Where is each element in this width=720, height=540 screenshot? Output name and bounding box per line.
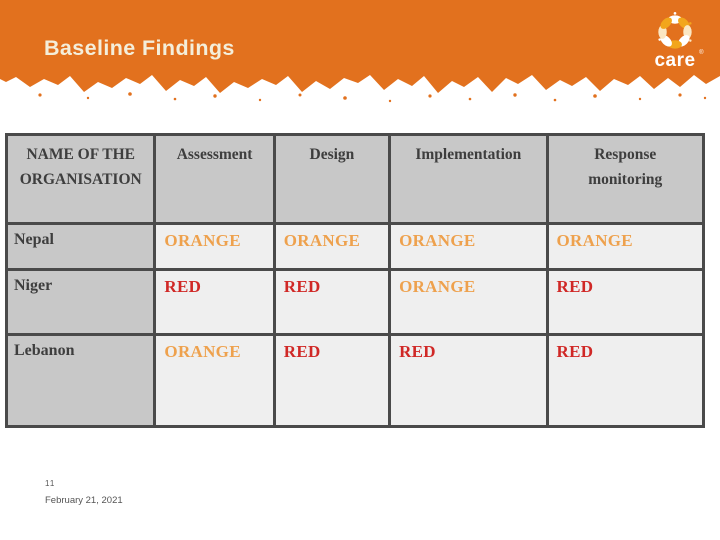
col-header-response-monitoring: Response monitoring <box>545 133 706 225</box>
findings-table: NAME OF THE ORGANISATION Assessment Desi… <box>4 133 706 428</box>
cell-lebanon-implementation: RED <box>388 333 549 428</box>
table-row-nepal: Nepal ORANGE ORANGE ORANGE ORANGE <box>4 222 706 271</box>
cell-niger-assessment: RED <box>153 268 276 336</box>
cell-lebanon-design: RED <box>272 333 392 428</box>
care-hands-ring-icon <box>658 11 692 49</box>
banner-speckles <box>38 92 707 103</box>
registered-mark: ® <box>699 50 704 56</box>
slide-date: February 21, 2021 <box>45 495 123 506</box>
col-header-assessment: Assessment <box>153 133 276 225</box>
cell-niger-implementation: ORANGE <box>388 268 549 336</box>
cell-nepal-assessment: ORANGE <box>153 222 276 271</box>
cell-lebanon-response-monitoring: RED <box>545 333 706 428</box>
cell-niger-design: RED <box>272 268 392 336</box>
col-header-implementation: Implementation <box>388 133 549 225</box>
table-row-niger: Niger RED RED ORANGE RED <box>4 268 706 336</box>
table-row-lebanon: Lebanon ORANGE RED RED RED <box>4 333 706 428</box>
cell-lebanon-assessment: ORANGE <box>153 333 276 428</box>
col-header-design: Design <box>272 133 392 225</box>
care-logo: care ® <box>650 9 704 71</box>
title-banner: Baseline Findings care ® <box>0 0 720 112</box>
row-label-nepal: Nepal <box>4 222 157 271</box>
cell-nepal-response-monitoring: ORANGE <box>545 222 706 271</box>
page-number: 11 <box>45 479 56 488</box>
banner-torn-edge <box>0 68 720 103</box>
cell-nepal-implementation: ORANGE <box>388 222 549 271</box>
col-header-organisation: NAME OF THE ORGANISATION <box>4 133 157 225</box>
cell-nepal-design: ORANGE <box>272 222 392 271</box>
banner-background <box>0 0 720 69</box>
slide-title: Baseline Findings <box>44 36 235 60</box>
cell-niger-response-monitoring: RED <box>545 268 706 336</box>
table-header-row: NAME OF THE ORGANISATION Assessment Desi… <box>4 133 706 225</box>
care-logo-text: care ® <box>654 50 704 71</box>
row-label-lebanon: Lebanon <box>4 333 157 428</box>
row-label-niger: Niger <box>4 268 157 336</box>
